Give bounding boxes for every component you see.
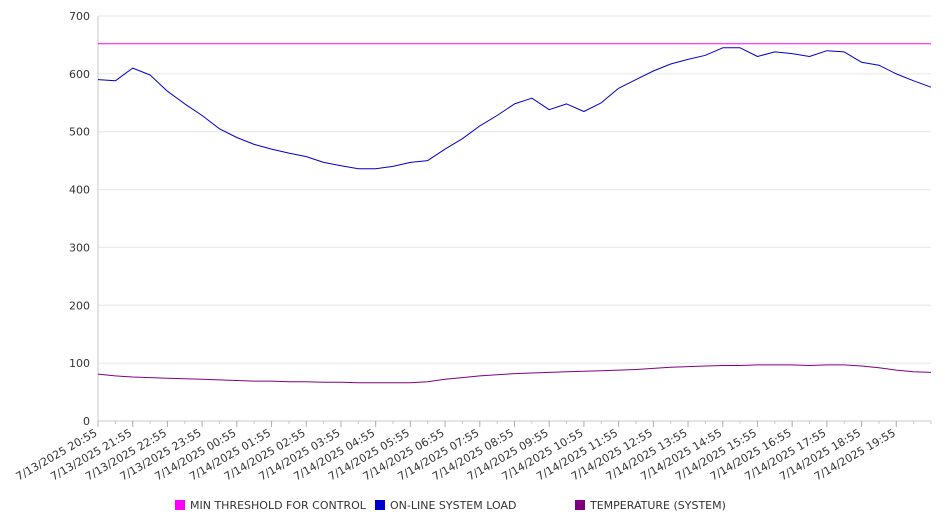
y-tick-label: 300 (69, 241, 90, 254)
legend-swatch-0 (175, 500, 185, 510)
y-tick-label: 100 (69, 357, 90, 370)
y-tick-label: 700 (69, 10, 90, 23)
legend-label-2: TEMPERATURE (SYSTEM) (589, 499, 726, 512)
y-tick-label: 200 (69, 299, 90, 312)
legend-label-1: ON-LINE SYSTEM LOAD (390, 499, 516, 512)
grid-lines (98, 15, 931, 364)
y-tick-label: 400 (69, 184, 90, 197)
legend-swatch-2 (575, 500, 585, 510)
x-axis-ticks: 7/13/2025 20:557/13/2025 21:557/13/2025 … (14, 421, 898, 483)
series-line-1 (97, 47, 932, 170)
legend-swatch-1 (375, 500, 385, 510)
y-axis-ticks: 0 100 200 300 400 500 600 700 (69, 10, 90, 428)
y-tick-label: 0 (83, 415, 90, 428)
legend: MIN THRESHOLD FOR CONTROL ON-LINE SYSTEM … (175, 499, 726, 512)
y-tick-label: 600 (69, 68, 90, 81)
y-tick-label: 500 (69, 126, 90, 139)
series-lines (97, 43, 932, 384)
legend-label-0: MIN THRESHOLD FOR CONTROL (190, 499, 367, 512)
series-line-2 (97, 364, 932, 384)
